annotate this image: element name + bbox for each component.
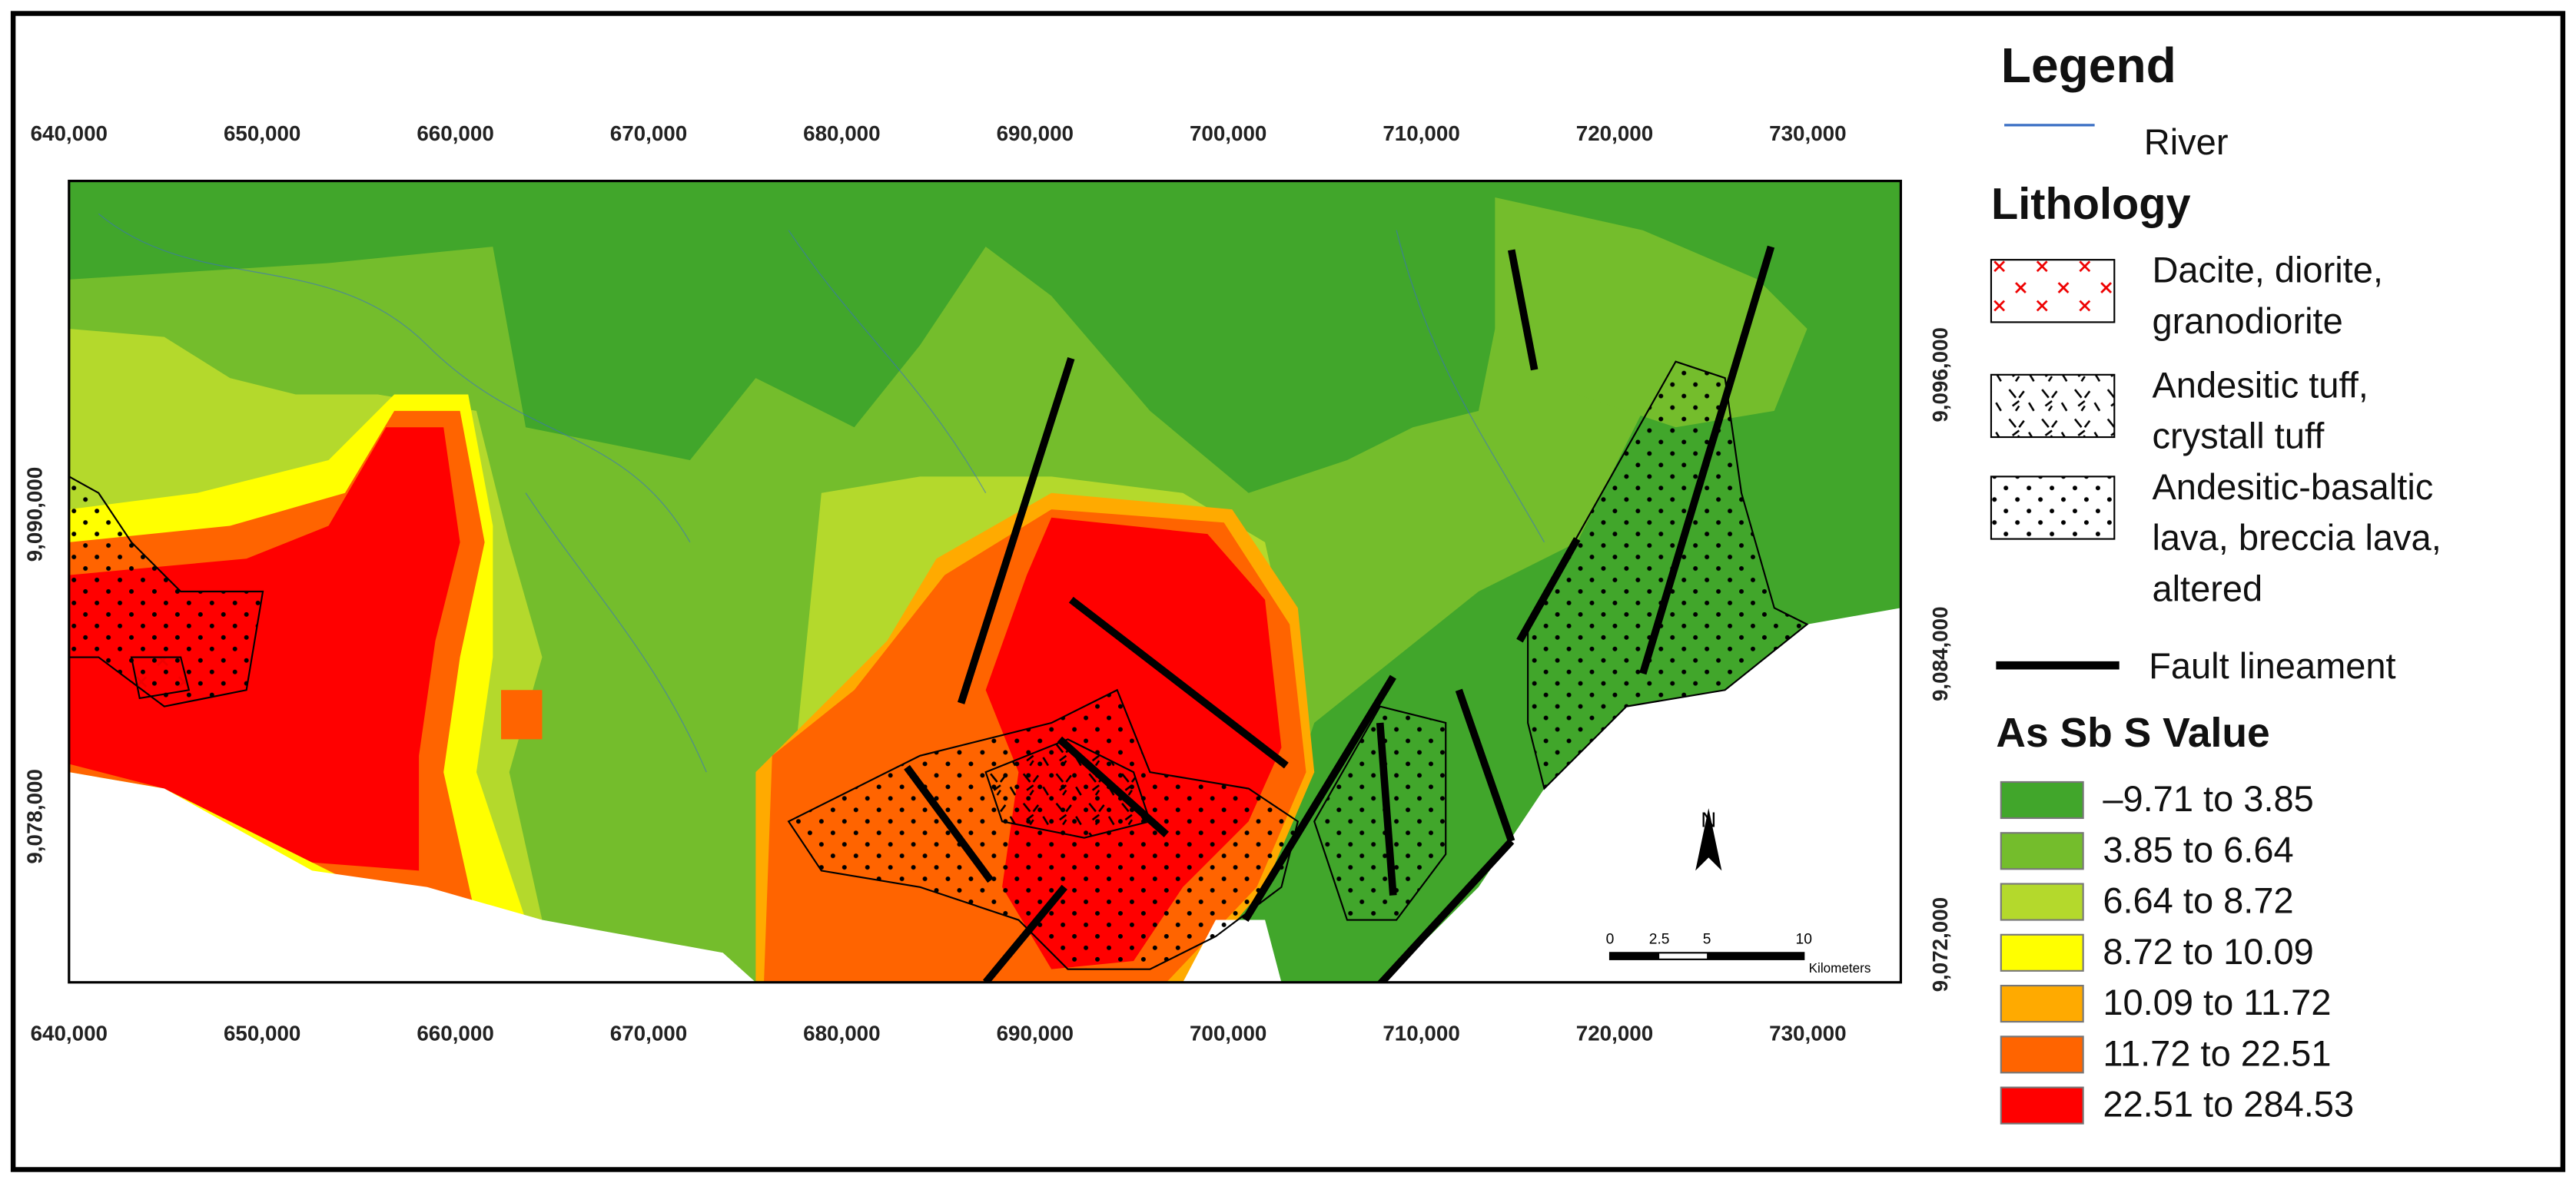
lithology-label: altered [2152,568,2262,608]
class-label: 3.85 to 6.64 [2103,829,2293,870]
x-coordinate-label: 720,000 [1576,121,1653,145]
y-coordinate-label: 9,084,000 [1928,606,1952,701]
zone [68,427,460,871]
fault-line [1057,736,1170,837]
class-label: 22.51 to 284.53 [2103,1084,2354,1125]
x-coordinate-label: 660,000 [417,121,493,145]
y-coordinate-label: 9,072,000 [1928,897,1952,992]
class-swatch [2000,883,2084,921]
north-label: N [1701,808,1716,832]
scale-label: 0 [1606,931,1615,947]
x-coordinate-label: 690,000 [997,121,1074,145]
scale-bar-segment [1610,953,1660,959]
river [1396,230,1545,543]
lithology-swatch [1990,259,2116,323]
lithology-swatch [1990,476,2116,540]
scale-label: 5 [1703,931,1711,947]
class-label: –9.71 to 3.85 [2103,778,2314,819]
fault-line [1068,596,1289,769]
y-coordinate-label: 9,096,000 [1928,327,1952,422]
legend-title: Legend [2001,38,2176,93]
lithology-label: granodiorite [2152,300,2342,341]
outer-border [10,11,2566,1172]
fault-line [1639,245,1775,675]
river [98,213,691,543]
scale-label: 2.5 [1649,931,1670,947]
x-coordinate-label: 650,000 [224,1022,300,1045]
lithology-swatch [1990,373,2116,439]
sea [1379,608,1901,983]
x-coordinate-label: 700,000 [1190,1022,1266,1045]
fault-line [1376,838,1515,983]
scale-unit: Kilometers [1809,961,1871,976]
zone [501,690,543,740]
zone [1495,197,1808,428]
x-coordinate-label: 680,000 [803,121,880,145]
x-coordinate-label: 710,000 [1383,1022,1459,1045]
river [525,492,707,773]
scale-bar-segment [1707,953,1804,959]
class-label: 6.64 to 8.72 [2103,880,2293,921]
fault-line [1376,722,1397,896]
value-title: As Sb S Value [1996,711,2269,756]
x-coordinate-label: 640,000 [31,121,108,145]
fault-line [958,356,1075,704]
class-label: 10.09 to 11.72 [2103,982,2331,1022]
y-coordinate-label: 9,090,000 [22,467,46,562]
fault-line [982,884,1067,983]
fault-line [1242,674,1396,923]
x-coordinate-label: 730,000 [1769,121,1846,145]
x-coordinate-label: 720,000 [1576,1022,1653,1045]
river-label: River [2144,121,2229,162]
legend: Legend River Lithology Fault lineament A… [1990,38,2442,1125]
sea [68,772,756,983]
class-swatch [2000,832,2084,870]
class-label: 11.72 to 22.51 [2103,1032,2331,1073]
lithology-title: Lithology [1991,180,2191,229]
fault-line [904,764,994,883]
fault-line [1455,688,1515,843]
north-arrow [1695,808,1722,871]
x-coordinate-label: 660,000 [417,1022,493,1045]
x-coordinate-label: 700,000 [1190,121,1266,145]
class-swatch [2000,933,2084,972]
lithology-patch [1313,705,1447,921]
lithology-patch [68,476,264,707]
x-coordinate-label: 710,000 [1383,121,1459,145]
lithology-label: Andesitic tuff, [2152,364,2368,405]
x-coordinate-label: 670,000 [610,1022,687,1045]
scale-label: 10 [1796,931,1812,947]
y-coordinate-label: 9,078,000 [22,769,46,864]
lithology-label: Dacite, diorite, [2152,250,2383,290]
river [788,230,987,494]
class-swatch [2000,780,2084,820]
x-coordinate-label: 690,000 [997,1022,1074,1045]
class-swatch [2000,1036,2084,1074]
lithology-label: Andesitic-basaltic [2152,466,2433,507]
x-coordinate-label: 650,000 [224,121,300,145]
map-frame [68,179,1902,984]
lithology-patch [1527,360,1809,790]
x-coordinate-label: 680,000 [803,1022,880,1045]
lithology-patch [130,656,191,700]
fault-line [1516,537,1581,643]
x-coordinate-label: 670,000 [610,121,687,145]
lithology-label: lava, breccia lava, [2152,517,2441,558]
lithology-label: crystall tuff [2152,416,2325,456]
x-coordinate-label: 730,000 [1769,1022,1846,1045]
fault-label: Fault lineament [2149,645,2395,686]
scale-bar: N 0 2.5 5 10 Kilometers [1606,808,1871,976]
class-label: 8.72 to 10.09 [2103,931,2314,972]
map-area [68,181,1901,983]
class-swatch [2000,1086,2084,1125]
fault-line [1508,249,1539,371]
x-coordinate-label: 640,000 [31,1022,108,1045]
class-swatch [2000,984,2084,1023]
